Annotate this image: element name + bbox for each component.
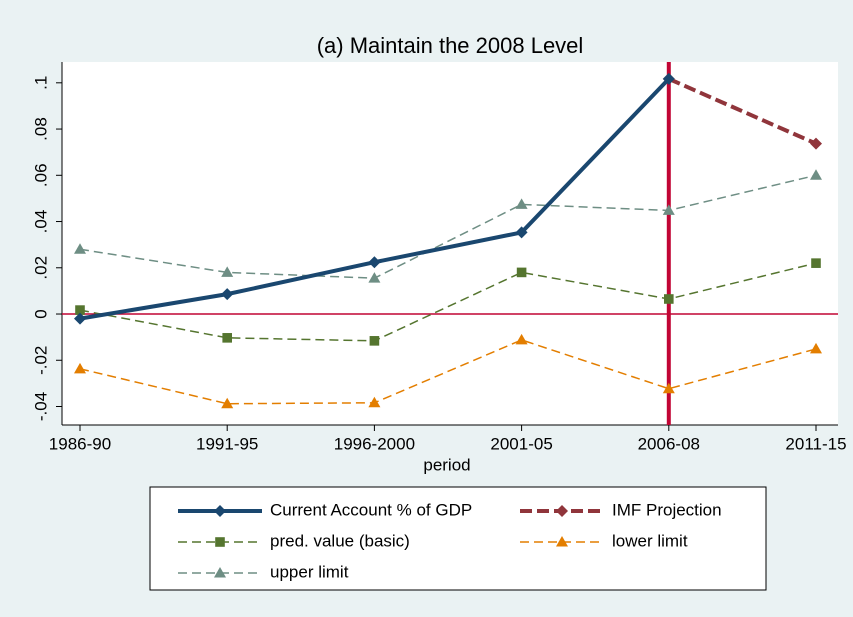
marker: [74, 312, 86, 325]
y-tick-label: -.04: [31, 392, 50, 421]
marker: [662, 382, 675, 394]
marker: [74, 362, 86, 374]
y-tick-label: .1: [31, 76, 50, 90]
legend-label: pred. value (basic): [270, 531, 410, 550]
legend-label: lower limit: [612, 531, 688, 550]
legend-label: IMF Projection: [612, 500, 722, 519]
marker: [222, 333, 232, 343]
y-tick-label: .04: [31, 210, 50, 234]
marker: [662, 72, 675, 85]
x-tick-label: 1986-90: [49, 434, 111, 453]
marker: [221, 266, 234, 277]
marker: [515, 333, 528, 345]
series-line: [79, 339, 817, 405]
series-line: [79, 262, 817, 342]
marker: [221, 288, 234, 301]
x-tick-label: 2011-15: [785, 434, 846, 453]
x-tick-label: 1996-2000: [334, 434, 415, 453]
x-tick-label: 2001-05: [490, 434, 552, 453]
y-tick-label: -.02: [31, 346, 50, 375]
series-line: [667, 77, 817, 146]
marker: [215, 537, 225, 547]
plot-area: [62, 62, 838, 425]
marker: [221, 397, 234, 409]
marker: [664, 294, 674, 304]
marker: [810, 169, 822, 180]
marker: [556, 505, 568, 517]
y-tick-label: .08: [31, 117, 50, 141]
x-axis-label: period: [423, 455, 470, 474]
marker: [368, 396, 381, 408]
marker: [369, 336, 380, 346]
marker: [75, 305, 85, 315]
marker: [810, 137, 822, 150]
x-tick-label: 1991-95: [196, 434, 258, 453]
marker: [662, 204, 675, 215]
legend-label: upper limit: [270, 562, 349, 581]
chart-title: (a) Maintain the 2008 Level: [317, 33, 584, 58]
marker: [214, 505, 226, 517]
marker: [368, 256, 381, 269]
marker: [515, 226, 528, 239]
y-tick-label: .06: [31, 163, 50, 187]
marker: [811, 258, 821, 268]
marker: [556, 536, 568, 547]
y-tick-label: 0: [31, 309, 50, 318]
marker: [516, 267, 527, 278]
marker: [515, 198, 528, 209]
series-line: [79, 174, 817, 279]
legend-label: Current Account % of GDP: [270, 500, 472, 519]
marker: [214, 567, 226, 578]
marker: [810, 342, 822, 354]
marker: [368, 272, 381, 283]
marker: [74, 243, 86, 254]
y-tick-label: .02: [31, 256, 50, 280]
x-tick-label: 2006-08: [638, 434, 700, 453]
